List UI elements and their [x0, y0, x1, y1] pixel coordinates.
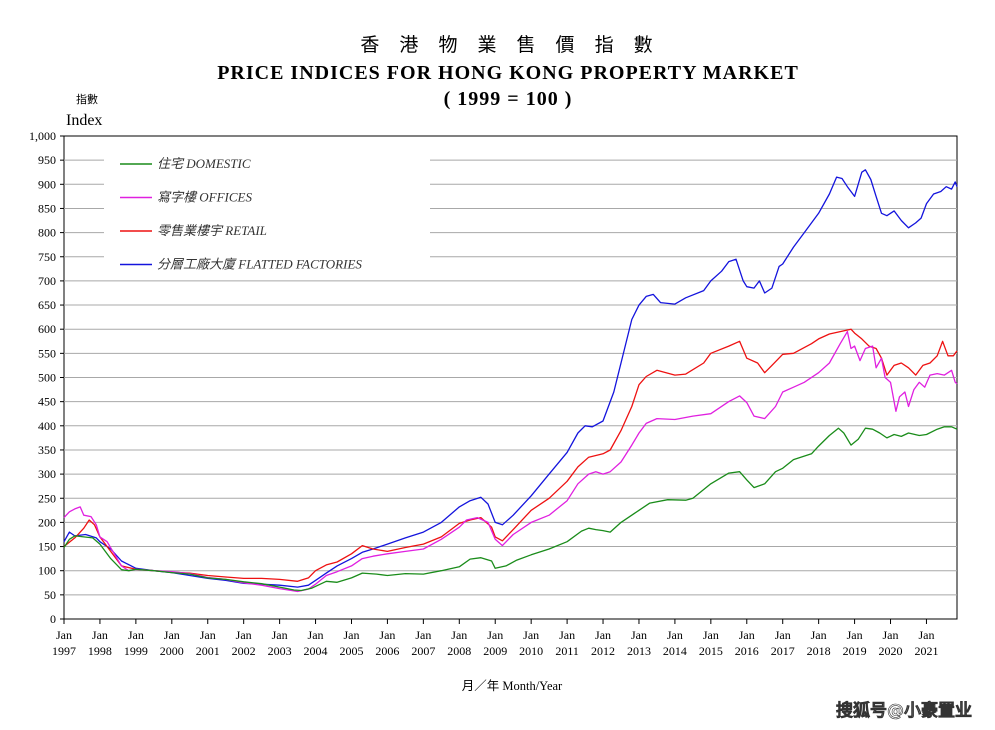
x-tick-label-month: Jan	[92, 628, 108, 642]
x-tick-label-month: Jan	[128, 628, 144, 642]
series-layer	[63, 169, 958, 593]
series-line	[63, 426, 958, 592]
x-tick-label-year: 2019	[843, 644, 867, 658]
y-tick-label: 500	[38, 371, 56, 385]
y-tick-label: 750	[38, 250, 56, 264]
x-tick-label-month: Jan	[451, 628, 467, 642]
watermark: 搜狐号@小豪置业	[836, 700, 972, 721]
x-tick-label-month: Jan	[272, 628, 288, 642]
y-tick-label: 100	[38, 564, 56, 578]
y-tick-label: 550	[38, 346, 56, 360]
y-tick-label: 450	[38, 395, 56, 409]
y-tick-label: 150	[38, 540, 56, 554]
y-tick-label: 800	[38, 226, 56, 240]
y-tick-label: 600	[38, 322, 56, 336]
x-tick-label-year: 2005	[339, 644, 363, 658]
y-tick-label: 400	[38, 419, 56, 433]
x-tick-label-year: 2011	[555, 644, 579, 658]
x-tick-label-year: 2016	[735, 644, 759, 658]
x-tick-label-year: 2014	[663, 644, 687, 658]
y-axis-ticks: 0 50 100 150 200 250 300 350 400 450 500 550 600 650 7…	[29, 129, 64, 626]
y-tick-label: 700	[38, 274, 56, 288]
legend-label: 分層工廠大廈 FLATTED FACTORIES	[157, 257, 362, 272]
y-tick-label: 50	[44, 588, 56, 602]
legend-label: 寫字樓 OFFICES	[157, 190, 252, 205]
legend-label: 零售業樓宇 RETAIL	[157, 223, 267, 238]
x-tick-label-month: Jan	[918, 628, 934, 642]
x-tick-label-year: 2018	[807, 644, 831, 658]
x-tick-label-year: 2004	[304, 644, 328, 658]
x-tick-label-month: Jan	[595, 628, 611, 642]
x-tick-label-month: Jan	[811, 628, 827, 642]
x-tick-label-year: 2007	[411, 644, 435, 658]
x-tick-label-month: Jan	[56, 628, 72, 642]
x-tick-label-year: 2006	[375, 644, 399, 658]
x-tick-label-month: Jan	[739, 628, 755, 642]
x-tick-label-year: 2010	[519, 644, 543, 658]
x-axis-label: 月／年 Month/Year	[462, 679, 563, 693]
legend: 住宅 DOMESTIC 寫字樓 OFFICES 零售業樓宇 RETAIL 分層工廠大廈…	[120, 156, 362, 272]
y-tick-label: 300	[38, 467, 56, 481]
x-tick-label-month: Jan	[308, 628, 324, 642]
x-tick-label-year: 2020	[879, 644, 903, 658]
chart-title: PRICE INDICES FOR HONG KONG PROPERTY MAR…	[217, 62, 799, 84]
x-tick-label-month: Jan	[343, 628, 359, 642]
x-tick-label-year: 1997	[52, 644, 76, 658]
x-tick-label-year: 2001	[196, 644, 220, 658]
y-tick-label: 900	[38, 177, 56, 191]
x-tick-label-year: 2013	[627, 644, 651, 658]
x-tick-label-year: 2009	[483, 644, 507, 658]
x-tick-label-month: Jan	[487, 628, 503, 642]
y-tick-label: 200	[38, 515, 56, 529]
y-tick-label: 250	[38, 491, 56, 505]
x-tick-label-month: Jan	[164, 628, 180, 642]
y-axis-label-chinese: 指數	[76, 92, 98, 106]
x-tick-label-month: Jan	[667, 628, 683, 642]
x-tick-label-month: Jan	[631, 628, 647, 642]
y-axis-label: Index	[66, 112, 102, 129]
x-tick-label-year: 1999	[124, 644, 148, 658]
x-tick-label-month: Jan	[236, 628, 252, 642]
y-tick-label: 350	[38, 443, 56, 457]
y-tick-label: 950	[38, 153, 56, 167]
chart-subtitle: ( 1999 = 100 )	[444, 88, 573, 110]
x-tick-label-year: 2015	[699, 644, 723, 658]
x-tick-label-year: 2021	[914, 644, 938, 658]
x-axis-ticks: Jan 1997 Jan 1998 Jan 1999 Jan 2000 Jan 2001 Jan 20…	[52, 619, 938, 658]
x-tick-label-month: Jan	[883, 628, 899, 642]
chart-title-chinese: 香 港 物 業 售 價 指 數	[360, 34, 659, 56]
x-tick-label-month: Jan	[847, 628, 863, 642]
x-tick-label-year: 2002	[232, 644, 256, 658]
y-tick-label: 850	[38, 201, 56, 215]
x-tick-label-month: Jan	[775, 628, 791, 642]
x-tick-label-month: Jan	[703, 628, 719, 642]
x-tick-label-month: Jan	[379, 628, 395, 642]
x-tick-label-month: Jan	[415, 628, 431, 642]
x-tick-label-year: 1998	[88, 644, 112, 658]
y-tick-label: 0	[50, 612, 56, 626]
legend-label: 住宅 DOMESTIC	[157, 156, 251, 171]
legend-box	[104, 148, 430, 280]
y-tick-label: 1,000	[29, 129, 56, 143]
x-tick-label-year: 2008	[447, 644, 471, 658]
x-tick-label-year: 2000	[160, 644, 184, 658]
grid-lines	[64, 159, 957, 596]
x-tick-label-month: Jan	[523, 628, 539, 642]
x-tick-label-month: Jan	[200, 628, 216, 642]
x-tick-label-year: 2017	[771, 644, 795, 658]
x-tick-label-year: 2003	[268, 644, 292, 658]
y-tick-label: 650	[38, 298, 56, 312]
x-tick-label-year: 2012	[591, 644, 615, 658]
x-tick-label-month: Jan	[559, 628, 575, 642]
